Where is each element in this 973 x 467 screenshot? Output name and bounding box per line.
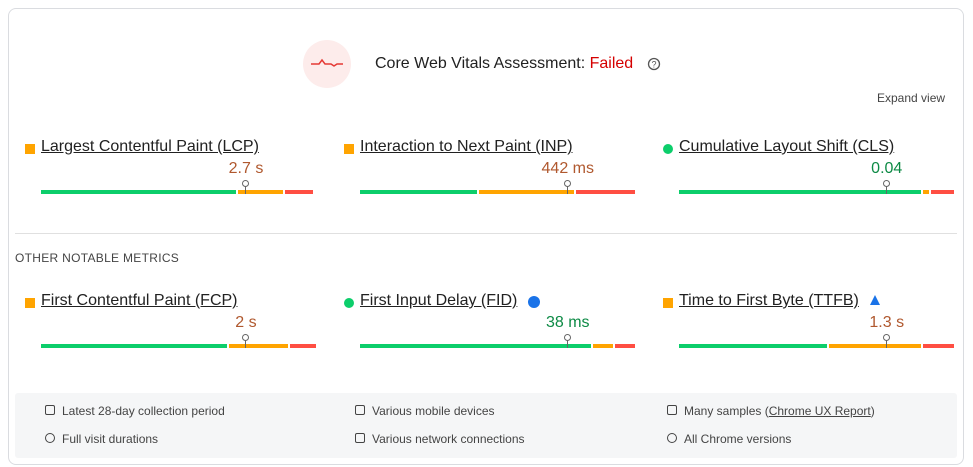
- metric-value: 38 ms: [545, 314, 590, 331]
- metric-label[interactable]: Interaction to Next Paint (INP): [360, 138, 573, 155]
- svg-text:?: ?: [651, 60, 656, 70]
- distribution-segment: [614, 344, 635, 348]
- marker-dot: [883, 180, 891, 187]
- help-icon[interactable]: ?: [647, 57, 661, 71]
- metric-value: 2.7 s: [228, 160, 264, 177]
- footer-icon: [355, 405, 365, 415]
- status-icon: [344, 298, 354, 308]
- assessment-status: Failed: [589, 55, 634, 72]
- status-icon: [663, 144, 673, 154]
- metric-label[interactable]: Cumulative Layout Shift (CLS): [679, 138, 895, 155]
- metric-value: 442 ms: [541, 160, 594, 177]
- distribution-segment: [922, 344, 954, 348]
- footer-item: Various network connections: [372, 432, 525, 446]
- marker-line: [886, 340, 888, 348]
- marker-line: [886, 186, 888, 194]
- distribution-segment: [360, 190, 478, 194]
- marker-dot: [242, 334, 250, 341]
- footer: [15, 393, 957, 458]
- marker-dot: [883, 334, 891, 341]
- distribution-segment: [576, 190, 635, 194]
- distribution-segment: [41, 344, 228, 348]
- assessment-icon: [303, 40, 351, 88]
- distribution-segment: [41, 190, 236, 194]
- metric-value: 1.3 s: [869, 314, 905, 331]
- metric-value: 0.04: [871, 160, 903, 177]
- lab-icon: [870, 295, 880, 305]
- footer-icon: [355, 433, 365, 443]
- status-icon: [25, 298, 35, 308]
- expand-view[interactable]: Expand view: [877, 91, 946, 105]
- footer-item: Many samples (Chrome UX Report): [684, 404, 875, 418]
- footer-item: Full visit durations: [62, 432, 158, 446]
- footer-icon: [667, 433, 677, 443]
- distribution-segment: [290, 344, 316, 348]
- footer-item: Latest 28-day collection period: [62, 404, 225, 418]
- distribution-segment: [592, 344, 613, 348]
- marker-dot: [564, 334, 572, 341]
- status-icon: [663, 298, 673, 308]
- metric-label[interactable]: First Contentful Paint (FCP): [41, 292, 238, 309]
- info-icon[interactable]: [528, 296, 540, 308]
- footer-item: All Chrome versions: [684, 432, 791, 446]
- footer-text: All Chrome versions: [684, 432, 792, 446]
- distribution-segment: [360, 344, 591, 348]
- status-icon: [25, 144, 35, 154]
- assessment-title: Core Web Vitals Assessment:: [375, 55, 586, 72]
- status-icon: [344, 144, 354, 154]
- metric-label[interactable]: Largest Contentful Paint (LCP): [41, 138, 259, 155]
- distribution-segment: [679, 344, 827, 348]
- marker-line: [245, 186, 247, 194]
- distribution-segment: [931, 190, 954, 194]
- distribution-segment: [229, 344, 289, 348]
- footer-text: ): [870, 404, 875, 418]
- marker-line: [567, 186, 569, 194]
- metric-label[interactable]: Time to First Byte (TTFB): [679, 292, 859, 309]
- footer-text: Many samples (: [684, 404, 769, 418]
- marker-dot: [564, 180, 572, 187]
- divider: [15, 233, 957, 234]
- footer-icon: [45, 433, 55, 443]
- footer-text: Various network connections: [372, 432, 525, 446]
- card: [8, 8, 964, 465]
- footer-text: Latest 28-day collection period: [62, 404, 225, 418]
- distribution-segment: [828, 344, 921, 348]
- footer-text: Various mobile devices: [372, 404, 495, 418]
- footer-item: Various mobile devices: [372, 404, 495, 418]
- assessment: Core Web Vitals Assessment: Failed: [375, 55, 633, 73]
- distribution-segment: [922, 190, 930, 194]
- marker-line: [567, 340, 569, 348]
- marker-line: [245, 340, 247, 348]
- metric-label[interactable]: First Input Delay (FID): [360, 292, 518, 309]
- footer-text: Full visit durations: [62, 432, 159, 446]
- distribution-segment: [479, 190, 575, 194]
- distribution-segment: [679, 190, 921, 194]
- distribution-segment: [237, 190, 283, 194]
- section-title: OTHER NOTABLE METRICS: [15, 251, 180, 265]
- footer-link[interactable]: Chrome UX Report: [768, 404, 871, 418]
- metric-value: 2 s: [235, 314, 257, 331]
- footer-icon: [667, 405, 677, 415]
- footer-icon: [45, 405, 55, 415]
- distribution-segment: [284, 190, 314, 194]
- marker-dot: [242, 180, 250, 187]
